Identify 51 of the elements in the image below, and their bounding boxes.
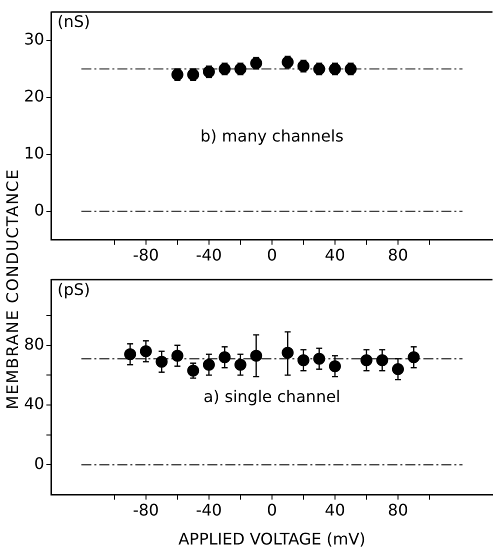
annotation: (pS) [57,280,90,299]
point [234,358,246,371]
point [282,56,294,68]
point [282,346,294,359]
y-tick-label: 20 [24,86,44,106]
point [344,62,357,75]
point [313,352,326,365]
annotation: b) many channels [200,126,344,146]
y-tick-label: 0 [34,454,44,473]
point [140,345,152,358]
x-tick-label: 0 [266,246,278,265]
point [297,60,310,72]
x-tick-label: -80 [132,500,159,520]
point [171,68,184,81]
point [171,350,184,362]
x-tick-label: -80 [132,246,159,265]
x-tick-label: 40 [324,246,346,265]
point [218,62,231,75]
point [218,351,231,364]
y-tick-label: 0 [34,200,44,220]
point [328,360,341,372]
point [328,62,341,75]
x-tick-label: 80 [388,246,408,265]
point [124,348,136,360]
point [360,354,372,366]
point [376,354,388,366]
y-tick-label: 30 [24,30,44,49]
point [187,68,200,81]
annotation: a) single channel [203,387,340,406]
point [187,364,200,377]
annotation: (nS) [57,12,90,32]
y-axis-title: MEMBRANE CONDUCTANCE [2,168,23,412]
point [250,350,262,362]
point [392,363,404,376]
point [250,57,262,70]
x-tick-label: 0 [266,500,278,520]
x-tick-label: -40 [196,500,222,520]
point [408,351,420,364]
y-tick-label: 80 [24,334,44,354]
x-tick-label: -40 [196,246,222,265]
point [202,358,215,371]
y-tick-label: 40 [24,394,44,414]
point [297,354,310,366]
point [234,62,246,75]
x-axis-title: APPLIED VOLTAGE (mV) [178,530,366,549]
point [313,62,326,75]
point [156,356,168,368]
x-tick-label: 80 [388,500,408,520]
point [202,66,215,78]
y-tick-label: 10 [24,144,44,163]
x-tick-label: 40 [324,500,346,520]
